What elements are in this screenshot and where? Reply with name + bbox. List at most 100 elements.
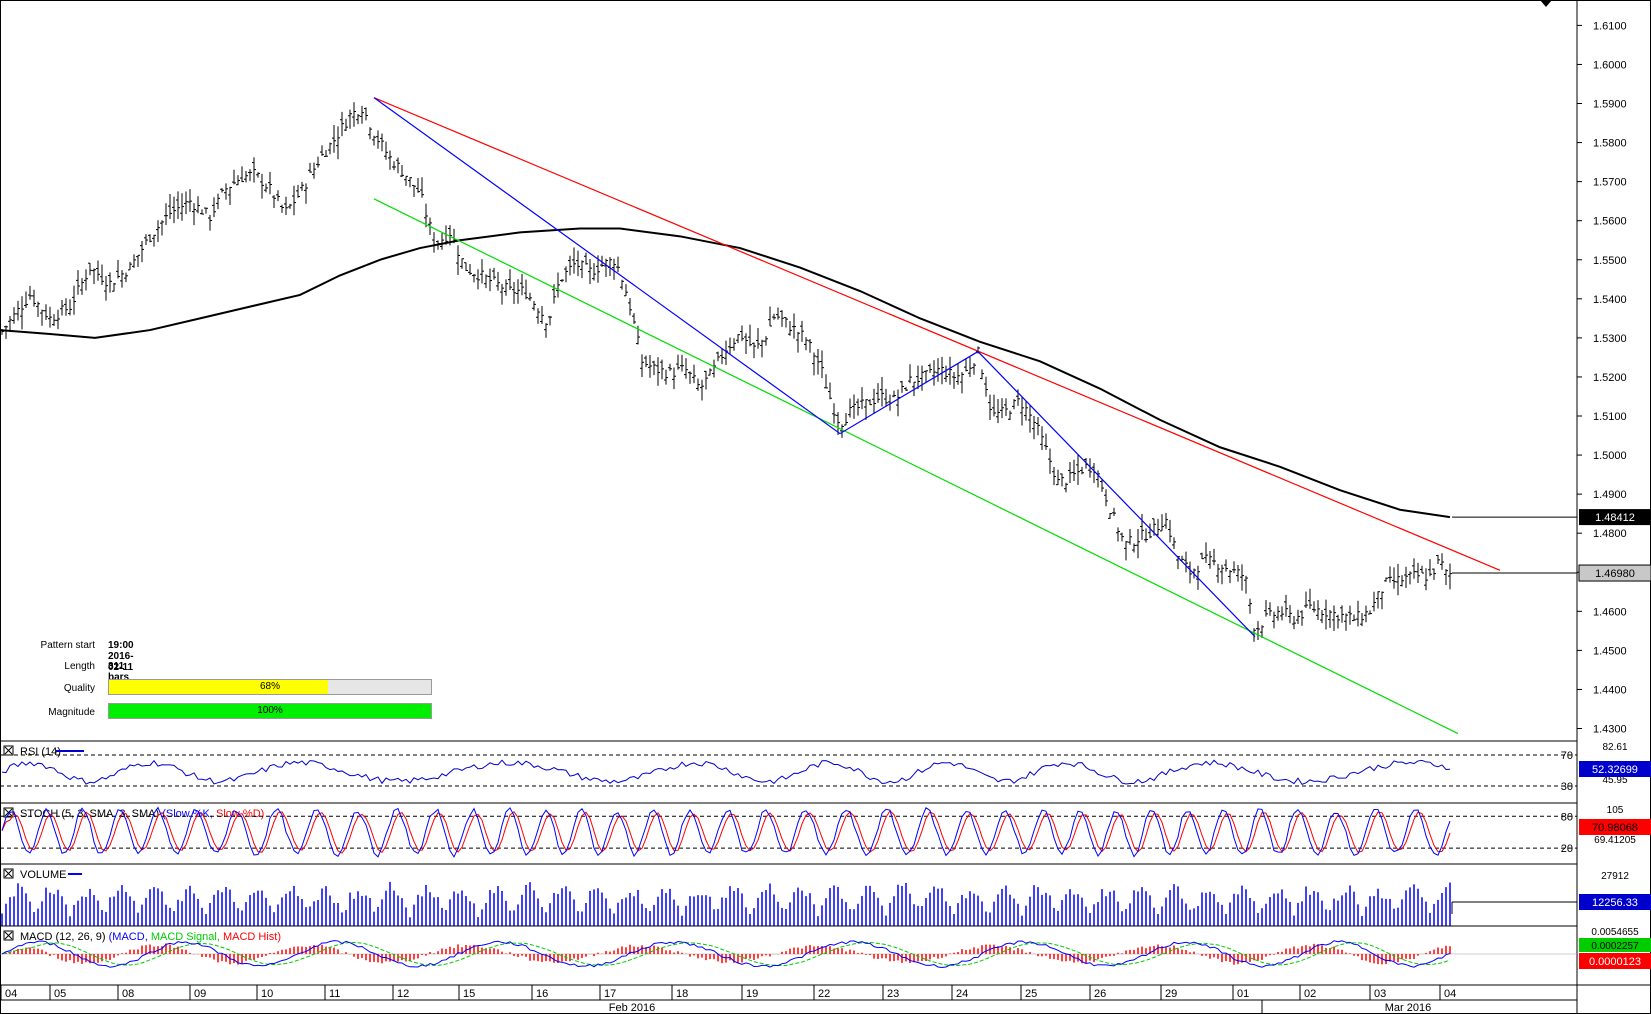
macd-hist-label: 0.0000123 [1589, 956, 1641, 968]
macd-panel-collapse-icon [3, 930, 14, 941]
volume-value-box [1579, 894, 1651, 910]
x-month-label: Mar 2016 [1385, 1002, 1431, 1014]
pattern-length-label: Length [64, 661, 95, 672]
x-day-label: 03 [1374, 988, 1386, 1000]
quality-bar-fill [109, 680, 328, 694]
stoch-d-line [1, 810, 1451, 854]
x-day-label: 12 [397, 988, 409, 1000]
volume-panel-collapse-icon-x2 [4, 869, 13, 878]
price-tick-label: 1.4900 [1593, 489, 1627, 501]
rsi-level-label: 70 [1561, 750, 1573, 762]
last-price-label: 1.46980 [1595, 568, 1635, 580]
macd-signal-box [1579, 938, 1651, 952]
magnitude-bar: 100% [108, 703, 432, 719]
ma-value-box [1579, 509, 1651, 526]
x-day-label: 15 [463, 988, 475, 1000]
ma-value-label: 1.48412 [1595, 512, 1635, 524]
quality-label: Quality [63, 683, 95, 694]
x-day-label: 23 [887, 988, 899, 1000]
rsi-value-label: 52.32699 [1592, 764, 1638, 776]
magnitude-bar-fill [109, 704, 431, 718]
volume-panel-label: VOLUME [20, 869, 66, 881]
pattern-length-value: 311 bars [108, 661, 130, 683]
x-day-label: 11 [329, 988, 340, 1000]
x-day-label: 04 [1444, 988, 1456, 1000]
magnitude-value: 100% [257, 705, 283, 716]
macd-line [1, 940, 1451, 968]
macd-signal-line [1, 941, 1451, 967]
stoch-secondary-label: 69.41205 [1594, 835, 1636, 846]
volume-panel-collapse-icon [3, 868, 14, 879]
x-day-label: 01 [1237, 988, 1249, 1000]
price-tick-label: 1.5900 [1593, 99, 1627, 111]
price-tick-label: 1.4800 [1593, 528, 1627, 540]
macd-histogram [5, 943, 1451, 965]
x-day-label: 02 [1304, 988, 1316, 1000]
x-day-label: 24 [956, 988, 968, 1000]
magnitude-label: Magnitude [48, 707, 95, 718]
stoch-legend-k: (Slow %K, [162, 808, 216, 820]
macd-legend-item: MACD Signal, [151, 931, 223, 943]
rsi-panel-label: RSI (14) [20, 746, 61, 758]
price-tick-label: 1.6000 [1593, 59, 1627, 71]
x-day-label: 10 [261, 988, 273, 1000]
price-tick-label: 1.4500 [1593, 645, 1627, 657]
x-day-label: 17 [604, 988, 616, 1000]
quality-bar: 68% [108, 679, 432, 695]
x-day-label: 09 [194, 988, 206, 1000]
last-price-box [1578, 564, 1651, 582]
x-day-label: 16 [536, 988, 548, 1000]
resistance-trendline [373, 97, 1501, 571]
price-tick-label: 1.5600 [1593, 216, 1627, 228]
moving-average-line [0, 227, 1451, 519]
volume-value-label: 12256.33 [1592, 897, 1638, 909]
rsi-level-label: 30 [1561, 781, 1573, 793]
x-day-label: 25 [1025, 988, 1037, 1000]
x-day-label: 26 [1094, 988, 1106, 1000]
rsi-value-box [1579, 761, 1651, 777]
price-tick-label: 1.5100 [1593, 411, 1627, 423]
stoch-value-box [1579, 819, 1651, 835]
price-tick-label: 1.4300 [1593, 724, 1627, 736]
x-month-label: Feb 2016 [609, 1002, 655, 1014]
price-tick-label: 1.5800 [1593, 138, 1627, 150]
x-day-label: 04 [5, 988, 17, 1000]
macd-hist-box [1579, 953, 1651, 969]
volume-bars [1, 881, 1451, 926]
price-tick-label: 1.5400 [1593, 294, 1627, 306]
price-tick-label: 1.5200 [1593, 372, 1627, 384]
price-bars [0, 102, 1452, 642]
x-day-label: 05 [54, 988, 66, 1000]
x-day-label: 19 [746, 988, 758, 1000]
price-tick-label: 1.5700 [1593, 177, 1627, 189]
macd-panel-collapse-icon-x2 [4, 931, 13, 940]
rsi-top-label: 82.61 [1602, 742, 1627, 753]
price-tick-label: 1.5300 [1593, 333, 1627, 345]
x-day-label: 29 [1165, 988, 1177, 1000]
stoch-panel-collapse-icon-x2 [4, 808, 13, 817]
stoch-k-line [1, 806, 1451, 858]
price-tick-label: 1.6100 [1593, 20, 1627, 32]
price-tick-label: 1.5000 [1593, 450, 1627, 462]
macd-signal-label: 0.0002257 [1591, 941, 1639, 952]
volume-top-label: 27912 [1601, 871, 1629, 882]
price-tick-label: 1.4600 [1593, 606, 1627, 618]
macd-legend-item: (MACD, [109, 931, 151, 943]
pattern-start-label: Pattern start [40, 640, 95, 651]
x-day-label: 18 [676, 988, 688, 1000]
price-tick-label: 1.4400 [1593, 684, 1627, 696]
macd-legend-item: MACD Hist) [223, 931, 281, 943]
price-tick-label: 1.5500 [1593, 255, 1627, 267]
x-day-label: 22 [818, 988, 830, 1000]
macd-top-label: 0.0054655 [1591, 927, 1639, 938]
rsi-secondary-label: 45.95 [1602, 775, 1627, 786]
stoch-level-label: 80 [1561, 811, 1573, 823]
rsi-line [1, 759, 1451, 785]
support-trendline [373, 198, 1459, 735]
rsi-panel-collapse-icon-x2 [4, 746, 13, 755]
quality-value: 68% [259, 681, 280, 692]
scroll-marker-icon [1540, 0, 1552, 7]
macd-panel-label: MACD (12, 26, 9) (MACD, MACD Signal, MAC… [20, 931, 281, 943]
